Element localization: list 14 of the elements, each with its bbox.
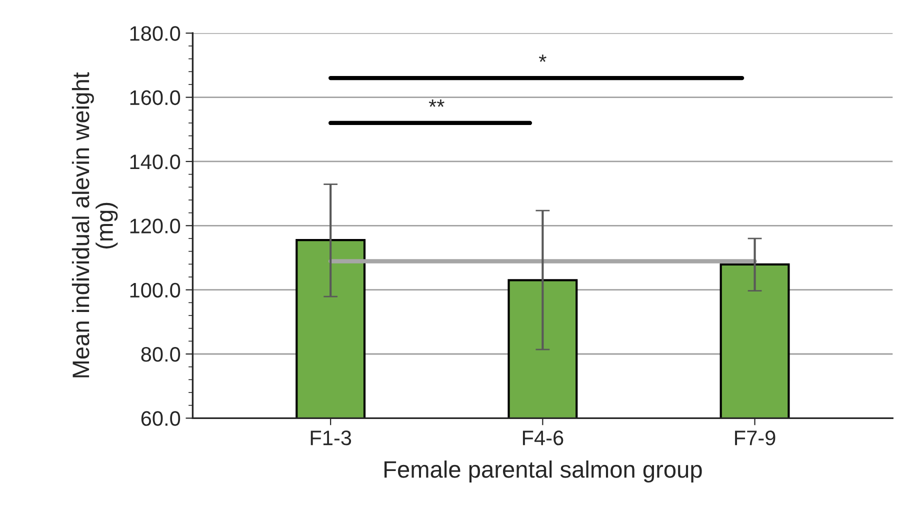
y-tick-label: 180.0 (130, 26, 180, 41)
y-tick-label: 140.0 (130, 154, 180, 170)
x-axis-title: Female parental salmon group (384, 460, 702, 483)
annotation: * (538, 54, 546, 62)
y-tick-label: 60.0 (141, 411, 180, 426)
y-tick-label: 160.0 (130, 90, 180, 106)
y-tick-label: 100.0 (130, 282, 180, 298)
y-tick-label: 120.0 (130, 218, 180, 234)
x-tick-label: F7-9 (735, 430, 776, 446)
y-axis-title: Mean individual alevin weight (mg) (72, 72, 118, 378)
x-tick-label: F4-6 (522, 430, 564, 446)
annotation: ** (428, 100, 444, 107)
y-tick-label: 80.0 (141, 347, 180, 362)
x-tick-label: F1-3 (310, 430, 352, 446)
